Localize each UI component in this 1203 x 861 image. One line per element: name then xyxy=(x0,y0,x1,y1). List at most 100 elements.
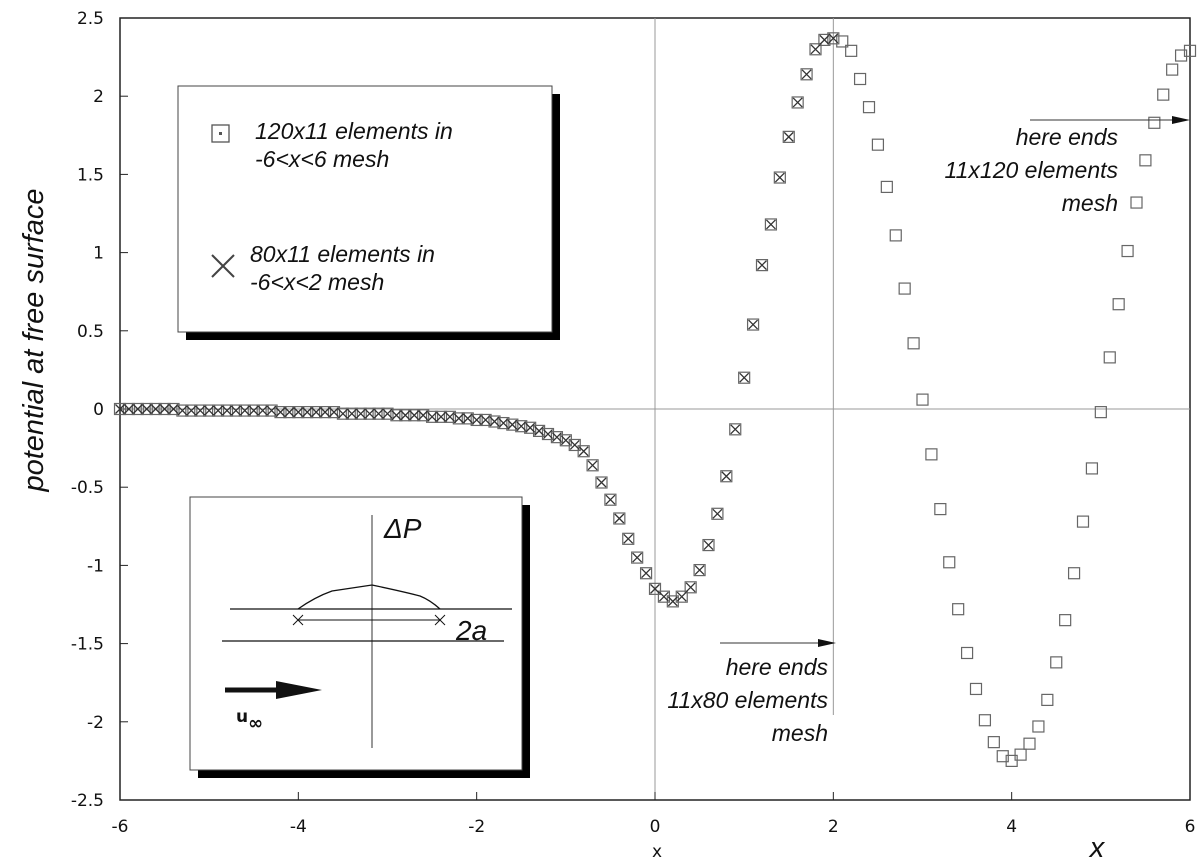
square-point xyxy=(256,404,269,417)
square-point xyxy=(479,413,492,427)
cross-point xyxy=(605,494,616,505)
x-axis-title-small: x xyxy=(652,842,662,861)
inset-velocity-subscript: ∞ xyxy=(248,713,263,734)
x-tick-label: 4 xyxy=(1006,817,1017,837)
y-tick-label: 0 xyxy=(93,400,104,420)
square-point xyxy=(158,402,171,416)
x-tick-label: 2 xyxy=(828,817,839,837)
cross-point xyxy=(676,591,687,602)
square-point xyxy=(194,404,207,417)
cross-point xyxy=(801,69,812,80)
inset-width-end-left xyxy=(292,614,304,626)
legend: 120x11 elements in -6<x<6 mesh 80x11 ele… xyxy=(177,85,560,340)
square-point xyxy=(1059,614,1072,627)
cross-point xyxy=(721,471,732,482)
cross-point xyxy=(471,414,482,425)
cross-point xyxy=(578,446,589,457)
series-cross xyxy=(115,33,839,607)
square-point xyxy=(613,512,626,525)
square-point xyxy=(390,409,403,422)
inset-schematic: ΔP 2a u∞ xyxy=(189,496,530,778)
cross-point xyxy=(765,219,776,230)
square-point xyxy=(871,138,885,151)
square-point xyxy=(987,736,1000,749)
x-tick-label: 6 xyxy=(1185,817,1196,837)
square-point xyxy=(1032,720,1045,733)
square-point xyxy=(586,459,599,472)
cross-point xyxy=(712,508,723,519)
square-point xyxy=(1166,63,1179,76)
cross-point xyxy=(783,131,794,142)
square-point xyxy=(1121,244,1134,258)
legend-label-1-line2: -6<x<6 mesh xyxy=(255,146,389,172)
square-point xyxy=(1183,44,1197,57)
square-point xyxy=(149,402,162,416)
cross-point xyxy=(409,410,420,421)
annotation-end-120: here ends 11x120 elements mesh xyxy=(945,116,1190,216)
square-point xyxy=(773,171,786,184)
square-point xyxy=(800,68,813,81)
square-point xyxy=(845,44,858,57)
cross-point xyxy=(123,404,134,414)
square-point xyxy=(952,603,965,616)
square-point xyxy=(1157,88,1170,101)
y-axis-title: potential at free surface xyxy=(18,188,50,492)
cross-point xyxy=(204,405,215,416)
cross-point xyxy=(658,591,669,602)
y-tick-label: -2.5 xyxy=(71,791,104,811)
legend-cross-marker xyxy=(211,254,235,278)
square-point xyxy=(1174,49,1188,62)
square-point xyxy=(889,229,902,242)
y-tick-label: 2 xyxy=(93,87,104,107)
x-tick-label: 0 xyxy=(650,817,661,837)
square-point xyxy=(934,502,947,516)
cross-point xyxy=(346,408,357,419)
cross-point xyxy=(774,172,785,183)
cross-point xyxy=(168,404,179,414)
legend-box xyxy=(177,85,553,333)
square-point xyxy=(1094,406,1107,419)
cross-point xyxy=(230,405,241,416)
square-point xyxy=(791,96,804,109)
cross-point xyxy=(650,583,660,594)
cross-point xyxy=(382,408,393,419)
cross-point xyxy=(213,405,224,416)
cross-point xyxy=(819,34,830,45)
cross-point xyxy=(587,460,598,471)
inset-pressure-bump xyxy=(297,584,441,610)
square-point xyxy=(1014,748,1027,761)
square-point xyxy=(176,404,189,417)
cross-point xyxy=(132,404,143,414)
square-point xyxy=(399,409,412,422)
square-point xyxy=(1085,462,1099,475)
cross-point xyxy=(614,513,625,524)
cross-point xyxy=(480,414,491,425)
square-point xyxy=(782,130,795,143)
cross-point xyxy=(560,435,571,446)
square-point xyxy=(372,407,385,420)
y-tick-label: -1.5 xyxy=(71,635,104,655)
cross-point xyxy=(355,408,366,419)
inset-box xyxy=(189,496,523,771)
square-point xyxy=(1139,154,1152,167)
cross-point xyxy=(436,411,446,422)
annotation-end-80: here ends 11x80 elements mesh xyxy=(667,639,836,746)
x-tick-label: -6 xyxy=(112,817,129,837)
annotation-arrowhead-80 xyxy=(818,639,836,647)
square-point xyxy=(711,507,724,520)
square-point xyxy=(274,406,287,419)
cross-point xyxy=(462,413,473,424)
square-point xyxy=(203,404,216,417)
y-tick-label: 1 xyxy=(93,244,104,264)
cross-point xyxy=(293,407,304,418)
cross-point xyxy=(400,410,411,421)
square-point xyxy=(515,420,528,433)
annotation-120-line3: mesh xyxy=(1062,190,1118,216)
square-point xyxy=(675,590,688,603)
legend-square-marker xyxy=(211,124,230,143)
cross-point xyxy=(453,413,464,424)
square-point xyxy=(345,407,358,420)
square-point xyxy=(211,404,225,417)
square-point xyxy=(577,445,590,458)
cross-point xyxy=(748,319,759,330)
